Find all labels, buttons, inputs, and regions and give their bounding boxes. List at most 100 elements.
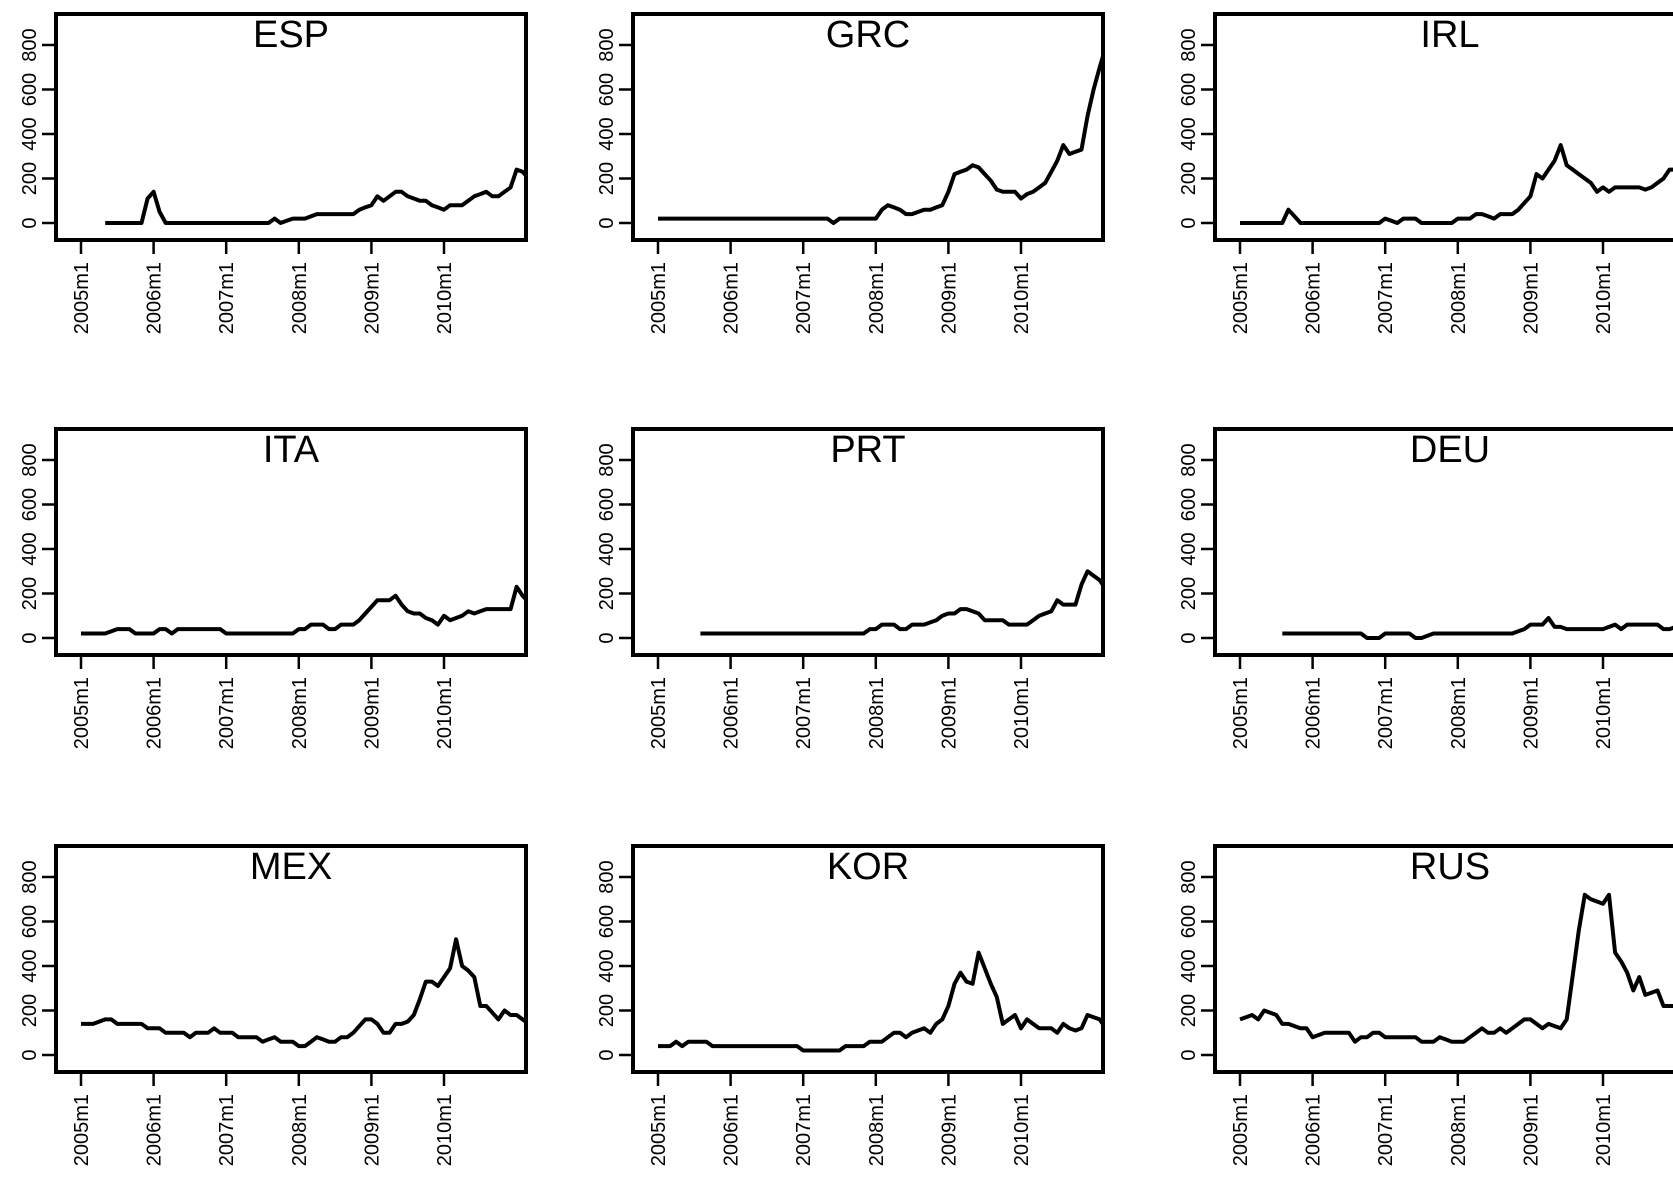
series-line [658,950,1103,1053]
x-tick-label: 2007m1 [216,1094,238,1166]
x-tick-label: 2010m1 [1011,262,1033,334]
x-tick-label: 2007m1 [793,262,815,334]
y-tick-label: 800 [596,28,618,61]
panel-title: ITA [263,429,320,471]
x-tick-label: 2006m1 [1303,677,1325,749]
x-tick-label: 2008m1 [866,1094,888,1166]
y-tick-label: 0 [19,217,41,228]
y-tick-label: 600 [1178,73,1200,106]
y-tick-label: 400 [596,117,618,150]
y-tick-label: 600 [596,73,618,106]
x-tick-label: 2010m1 [1011,677,1033,749]
x-tick-label: 2005m1 [1230,677,1252,749]
series-line [1240,143,1673,225]
y-tick-label: 800 [19,860,41,893]
y-tick-label: 200 [1178,577,1200,610]
x-tick-label: 2007m1 [793,677,815,749]
panel-title: MEX [250,846,332,888]
x-tick-label: 2006m1 [144,677,166,749]
panel-deu: 0 200 400 600 800 2005m1 2006m1 2007m1 2008m1 200… [1178,427,1673,749]
y-tick-label: 0 [1178,217,1200,228]
x-tick-label: 2009m1 [361,1094,383,1166]
y-tick-label: 400 [1178,949,1200,982]
series-line [1239,892,1673,1044]
x-tick-label: 2005m1 [1230,1094,1252,1166]
panel-grc: 0 200 400 600 800 2005m1 2006m1 2007m1 2008m1 200… [596,12,1105,334]
y-tick-label: 0 [19,1049,41,1060]
x-tick-label: 2009m1 [1520,677,1542,749]
panel-title: KOR [827,846,909,888]
x-tick-label: 2009m1 [938,1094,960,1166]
y-tick-label: 200 [19,577,41,610]
x-tick-label: 2010m1 [1011,1094,1033,1166]
y-tick-label: 200 [596,577,618,610]
panel-mex: 0 200 400 600 800 2005m1 2006m1 2007m1 2008m1 200… [19,844,528,1166]
panel-title: IRL [1420,14,1479,56]
x-tick-label: 2006m1 [721,1094,743,1166]
y-tick-label: 0 [596,632,618,643]
x-tick-label: 2009m1 [361,677,383,749]
x-tick-label: 2009m1 [938,677,960,749]
x-tick-label: 2009m1 [938,262,960,334]
y-tick-label: 200 [1178,994,1200,1027]
x-tick-label: 2007m1 [793,1094,815,1166]
panel-title: ESP [253,14,329,56]
x-tick-label: 2007m1 [216,677,238,749]
panel-ita: 0 200 400 600 800 2005m1 2006m1 2007m1 2008m1 200… [19,427,528,749]
y-tick-label: 600 [1178,488,1200,521]
panel-title: RUS [1410,846,1490,888]
panel-irl: 0 200 400 600 800 2005m1 2006m1 2007m1 2008m1 200… [1178,12,1673,334]
y-tick-label: 200 [596,994,618,1027]
y-tick-label: 800 [1178,443,1200,476]
y-tick-label: 800 [1178,860,1200,893]
x-tick-label: 2005m1 [648,1094,670,1166]
y-tick-label: 400 [596,949,618,982]
y-tick-label: 800 [596,443,618,476]
panel-title: DEU [1410,429,1490,471]
x-tick-label: 2005m1 [71,677,93,749]
y-tick-label: 400 [596,532,618,565]
series-line [658,49,1103,225]
x-tick-label: 2005m1 [71,1094,93,1166]
y-tick-label: 0 [596,1049,618,1060]
y-tick-label: 600 [19,73,41,106]
panel-title: PRT [830,429,905,471]
y-tick-label: 600 [19,905,41,938]
plot-frame [631,12,1105,242]
y-tick-label: 400 [19,532,41,565]
y-tick-label: 0 [1178,632,1200,643]
plot-frame [1213,844,1673,1074]
x-tick-label: 2010m1 [434,262,456,334]
y-tick-label: 0 [19,632,41,643]
y-tick-label: 600 [596,905,618,938]
x-tick-label: 2006m1 [144,262,166,334]
series-line [1282,616,1673,640]
series-line [700,569,1103,636]
x-tick-label: 2006m1 [721,677,743,749]
x-tick-label: 2008m1 [1448,1094,1470,1166]
x-tick-label: 2005m1 [648,677,670,749]
panel-esp: 0 200 400 600 800 2005m1 2006m1 2007m1 2008m1 200… [19,12,528,334]
x-tick-label: 2010m1 [434,677,456,749]
x-tick-label: 2006m1 [1303,1094,1325,1166]
y-tick-label: 600 [596,488,618,521]
x-tick-label: 2007m1 [1375,677,1397,749]
y-tick-label: 400 [19,949,41,982]
panel-prt: 0 200 400 600 800 2005m1 2006m1 2007m1 2008m1 200… [596,427,1105,749]
x-tick-label: 2010m1 [1593,262,1615,334]
plot-frame [54,12,528,242]
x-tick-label: 2010m1 [434,1094,456,1166]
x-tick-label: 2008m1 [1448,262,1470,334]
x-tick-label: 2005m1 [71,262,93,334]
x-tick-label: 2009m1 [1520,262,1542,334]
series-line [81,937,526,1049]
x-tick-label: 2008m1 [289,1094,311,1166]
x-tick-label: 2006m1 [721,262,743,334]
plot-frame [631,844,1105,1074]
panel-rus: 0 200 400 600 800 2005m1 2006m1 2007m1 2008m1 200… [1178,844,1673,1166]
y-tick-label: 800 [19,443,41,476]
y-tick-label: 600 [19,488,41,521]
x-tick-label: 2008m1 [1448,677,1470,749]
series-line [105,167,526,225]
